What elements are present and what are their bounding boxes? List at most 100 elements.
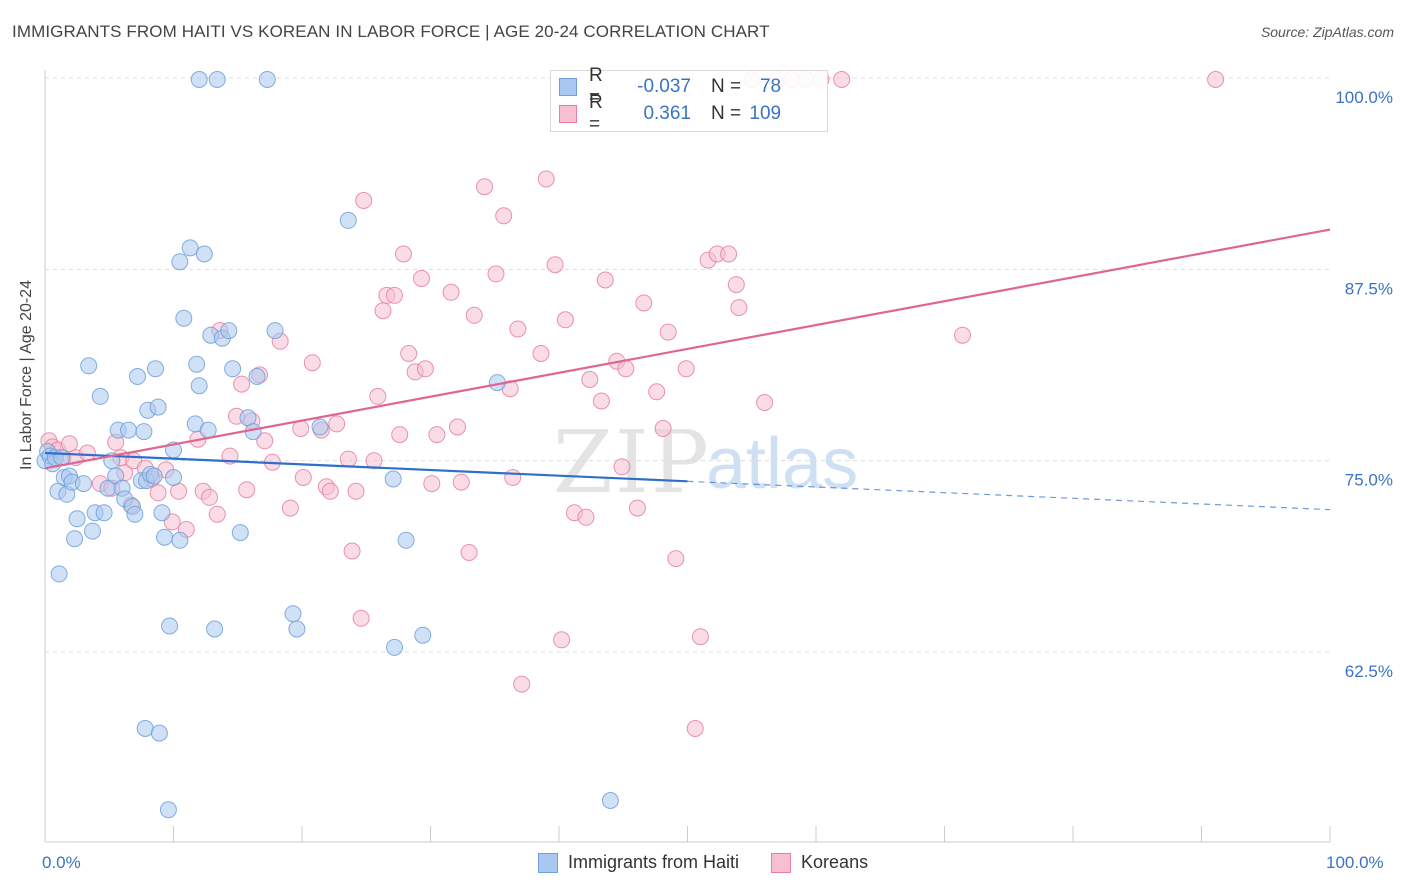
legend-item-label: Immigrants from Haiti bbox=[568, 852, 740, 872]
haiti-point bbox=[149, 398, 167, 416]
haiti-point bbox=[159, 801, 177, 819]
haiti-point bbox=[248, 368, 266, 385]
haiti-point bbox=[397, 531, 415, 549]
korean-point bbox=[369, 387, 387, 405]
haiti-point bbox=[288, 620, 306, 638]
haiti-point bbox=[95, 504, 113, 522]
legend-item-haiti[interactable]: Immigrants from Haiti bbox=[538, 852, 739, 873]
haiti-point bbox=[220, 322, 238, 340]
haiti-point bbox=[50, 565, 68, 583]
legend-n-value: 78 bbox=[759, 76, 782, 97]
korean-point bbox=[465, 306, 483, 324]
korean-point bbox=[553, 631, 571, 649]
x-tick-label: 100.0% bbox=[1326, 853, 1384, 872]
haiti-point bbox=[224, 360, 242, 378]
korean-point bbox=[659, 323, 677, 341]
korean-point bbox=[386, 286, 403, 304]
watermark-atlas: atlas bbox=[706, 424, 858, 504]
haiti-point bbox=[206, 620, 224, 638]
haiti-point bbox=[153, 504, 171, 522]
korean-point bbox=[452, 473, 470, 491]
korean-point bbox=[339, 450, 357, 468]
y-tick-label: 100.0% bbox=[1335, 88, 1393, 107]
stats-legend: R = -0.037 N = 78 R = 0.361 N = 109 bbox=[550, 65, 828, 135]
legend-r-label: R = bbox=[589, 65, 603, 108]
haiti-point bbox=[145, 467, 163, 485]
haiti-point bbox=[284, 605, 302, 623]
legend-row-korean: R = 0.361 N = 109 bbox=[559, 92, 782, 135]
haiti-point bbox=[68, 510, 86, 528]
korean-point bbox=[281, 499, 299, 517]
korean-point bbox=[391, 426, 409, 444]
haiti-point bbox=[231, 524, 249, 542]
korean-point bbox=[504, 469, 522, 486]
korean-point bbox=[667, 550, 685, 568]
legend-n-value: 109 bbox=[749, 103, 782, 124]
haiti-point bbox=[199, 421, 217, 439]
source-label: Source: ZipAtlas.com bbox=[1260, 24, 1394, 40]
korean-point bbox=[374, 302, 392, 320]
korean-point bbox=[577, 508, 595, 526]
korean-point bbox=[201, 488, 218, 506]
korean-point bbox=[423, 475, 441, 493]
korean-point bbox=[413, 270, 430, 287]
korean-point bbox=[546, 256, 564, 274]
legend-n-label: N = bbox=[711, 76, 742, 97]
korean-point bbox=[294, 469, 312, 486]
korean-point bbox=[677, 360, 695, 378]
haiti-point bbox=[91, 387, 109, 405]
korean-point bbox=[720, 245, 738, 263]
haiti-point bbox=[190, 71, 208, 88]
haiti-point bbox=[195, 245, 213, 263]
korean-point bbox=[537, 170, 555, 188]
legend-n-label: N = bbox=[711, 103, 742, 124]
korean-point bbox=[60, 435, 78, 453]
haiti-point bbox=[181, 239, 199, 257]
watermark-zip: ZIP bbox=[553, 413, 711, 513]
korean-point bbox=[613, 458, 631, 476]
haiti-point bbox=[156, 528, 173, 546]
haiti-point bbox=[161, 617, 179, 635]
korean-point bbox=[635, 294, 653, 312]
korean-point bbox=[596, 271, 614, 289]
legend-row-haiti: R = -0.037 N = 78 bbox=[559, 65, 782, 108]
chart-title: IMMIGRANTS FROM HAITI VS KOREAN IN LABOR… bbox=[12, 22, 770, 41]
korean-point bbox=[395, 245, 412, 263]
korean-point bbox=[833, 71, 851, 88]
korean-point bbox=[400, 345, 418, 362]
korean-point bbox=[592, 392, 610, 410]
korean-point bbox=[487, 265, 505, 283]
haiti-point bbox=[339, 211, 357, 229]
y-tick-label: 87.5% bbox=[1345, 279, 1393, 298]
haiti-point bbox=[75, 475, 92, 493]
series-legend: Immigrants from Haiti Koreans bbox=[538, 852, 900, 873]
legend-r-value: 0.361 bbox=[643, 103, 691, 124]
haiti-point bbox=[171, 531, 189, 549]
korean-point bbox=[238, 481, 256, 499]
korean-point bbox=[654, 420, 672, 437]
haiti-point bbox=[188, 355, 206, 373]
haiti-point bbox=[601, 792, 619, 809]
haiti-point bbox=[258, 71, 276, 88]
haiti-point bbox=[171, 253, 189, 271]
korean-point bbox=[495, 207, 513, 225]
korean-point bbox=[476, 178, 493, 196]
korean-point bbox=[617, 360, 635, 378]
korean-point bbox=[347, 482, 365, 500]
korean-point bbox=[648, 383, 666, 401]
haiti-point bbox=[126, 505, 144, 523]
korean-swatch-icon bbox=[771, 852, 792, 873]
korean-point bbox=[303, 354, 321, 372]
korean-point bbox=[513, 675, 531, 693]
korean-point bbox=[730, 299, 748, 317]
haiti-point bbox=[147, 360, 164, 378]
korean-point bbox=[416, 360, 434, 378]
haiti-swatch-icon bbox=[538, 852, 558, 873]
korean-point bbox=[509, 320, 527, 338]
korean-point bbox=[460, 544, 478, 561]
haiti-swatch-icon bbox=[559, 78, 577, 96]
haiti-point bbox=[120, 421, 137, 439]
legend-item-korean[interactable]: Koreans bbox=[771, 852, 868, 873]
korean-point bbox=[581, 371, 599, 388]
